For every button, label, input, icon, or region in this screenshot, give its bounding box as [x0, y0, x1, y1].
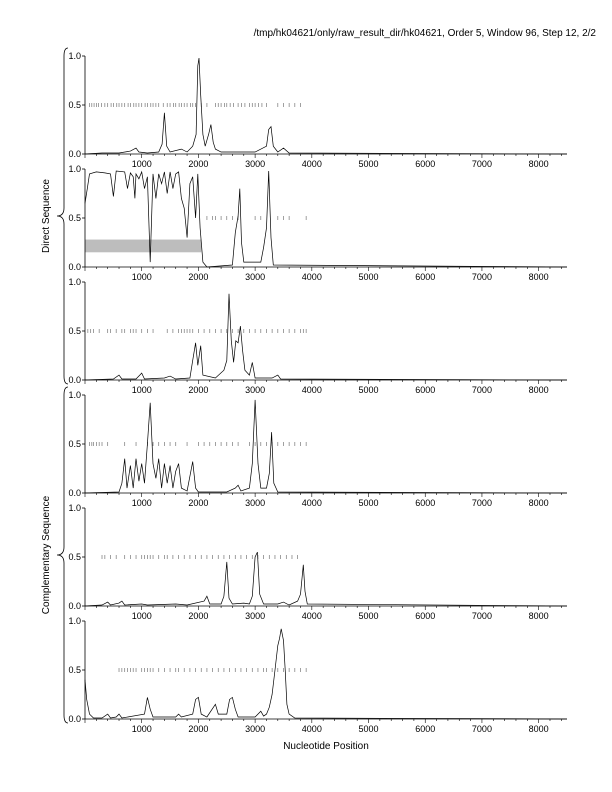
x-tick-label: 7000 [472, 272, 492, 282]
x-tick-label: 6000 [415, 498, 435, 508]
group-brace [56, 386, 69, 724]
chart-title: /tmp/hk04621/only/raw_result_dir/hk04621… [254, 28, 597, 39]
x-tick-label: 8000 [529, 611, 549, 621]
x-tick-label: 1000 [132, 611, 152, 621]
x-tick-label: 2000 [188, 385, 208, 395]
panel-2: 0.0 0.5 1.0 1000 2000 3000 4000 5000 6000 7000 800… [68, 164, 568, 282]
x-tick-label: 4000 [302, 385, 322, 395]
x-tick-label: 5000 [359, 159, 379, 169]
x-tick-label: 2000 [188, 159, 208, 169]
series-line [84, 57, 568, 155]
x-tick-label: 7000 [472, 498, 492, 508]
x-tick-label: 2000 [188, 611, 208, 621]
x-tick-label: 7000 [472, 724, 492, 734]
x-tick-label: 5000 [359, 498, 379, 508]
x-tick-label: 6000 [415, 159, 435, 169]
x-tick-label: 2000 [188, 724, 208, 734]
chart-plots: 0.0 0.5 1.0 1000 2000 3000 4000 5000 6000 7000 800… [41, 47, 568, 734]
y-tick-label: 1.0 [68, 503, 81, 513]
series-line [84, 551, 568, 607]
y-tick-label: 0.0 [68, 488, 81, 498]
y-tick-label: 0.5 [68, 326, 81, 336]
x-tick-label: 8000 [529, 498, 549, 508]
y-tick-label: 0.5 [68, 213, 81, 223]
x-tick-label: 6000 [415, 385, 435, 395]
y-tick-label: 0.5 [68, 665, 81, 675]
panel-4: 0.0 0.5 1.0 1000 2000 3000 4000 5000 6000 7000 800… [68, 390, 568, 508]
group-label: Direct Sequence [41, 179, 52, 253]
y-tick-label: 1.0 [68, 390, 81, 400]
x-tick-label: 3000 [245, 724, 265, 734]
x-tick-label: 4000 [302, 724, 322, 734]
x-tick-label: 5000 [359, 611, 379, 621]
x-tick-label: 4000 [302, 498, 322, 508]
x-tick-label: 1000 [132, 159, 152, 169]
x-tick-label: 4000 [302, 611, 322, 621]
y-tick-label: 0.0 [68, 375, 81, 385]
x-tick-label: 8000 [529, 272, 549, 282]
x-tick-label: 5000 [359, 272, 379, 282]
y-tick-label: 0.0 [68, 714, 81, 724]
x-tick-label: 7000 [472, 611, 492, 621]
x-tick-label: 2000 [188, 272, 208, 282]
x-tick-label: 6000 [415, 272, 435, 282]
x-tick-label: 7000 [472, 385, 492, 395]
x-tick-label: 1000 [132, 498, 152, 508]
x-tick-label: 4000 [302, 272, 322, 282]
highlight-band [85, 239, 202, 253]
y-tick-label: 1.0 [68, 51, 81, 61]
x-tick-label: 4000 [302, 159, 322, 169]
y-tick-label: 1.0 [68, 616, 81, 626]
y-tick-label: 0.5 [68, 552, 81, 562]
series-line [84, 293, 568, 381]
x-tick-label: 3000 [245, 498, 265, 508]
x-tick-label: 5000 [359, 724, 379, 734]
panel-5: 0.0 0.5 1.0 1000 2000 3000 4000 5000 6000 7000 800… [68, 503, 568, 621]
x-axis-label: Nucleotide Position [283, 741, 369, 752]
x-tick-label: 3000 [245, 611, 265, 621]
panel-1: 0.0 0.5 1.0 1000 2000 3000 4000 5000 6000 7000 800… [68, 51, 568, 169]
group-label: Complementary Sequence [41, 495, 52, 614]
y-tick-label: 0.5 [68, 439, 81, 449]
y-tick-label: 0.0 [68, 262, 81, 272]
x-tick-label: 6000 [415, 611, 435, 621]
x-tick-label: 2000 [188, 498, 208, 508]
y-tick-label: 1.0 [68, 164, 81, 174]
panel-3: 0.0 0.5 1.0 1000 2000 3000 4000 5000 6000 7000 800… [68, 277, 568, 395]
y-tick-label: 0.0 [68, 149, 81, 159]
y-tick-label: 0.0 [68, 601, 81, 611]
x-tick-label: 1000 [132, 272, 152, 282]
x-tick-label: 6000 [415, 724, 435, 734]
x-tick-label: 8000 [529, 724, 549, 734]
panel-6: 0.0 0.5 1.0 1000 2000 3000 4000 5000 6000 7000 800… [68, 616, 568, 734]
y-tick-label: 0.5 [68, 100, 81, 110]
x-tick-label: 7000 [472, 159, 492, 169]
x-tick-label: 1000 [132, 385, 152, 395]
x-tick-label: 3000 [245, 159, 265, 169]
x-tick-label: 8000 [529, 159, 549, 169]
group-brace [56, 47, 69, 385]
x-tick-label: 8000 [529, 385, 549, 395]
series-line [84, 399, 568, 494]
x-tick-label: 3000 [245, 385, 265, 395]
x-tick-label: 5000 [359, 385, 379, 395]
x-tick-label: 3000 [245, 272, 265, 282]
series-line [84, 628, 568, 720]
x-tick-label: 1000 [132, 724, 152, 734]
series-line [84, 170, 568, 268]
y-tick-label: 1.0 [68, 277, 81, 287]
